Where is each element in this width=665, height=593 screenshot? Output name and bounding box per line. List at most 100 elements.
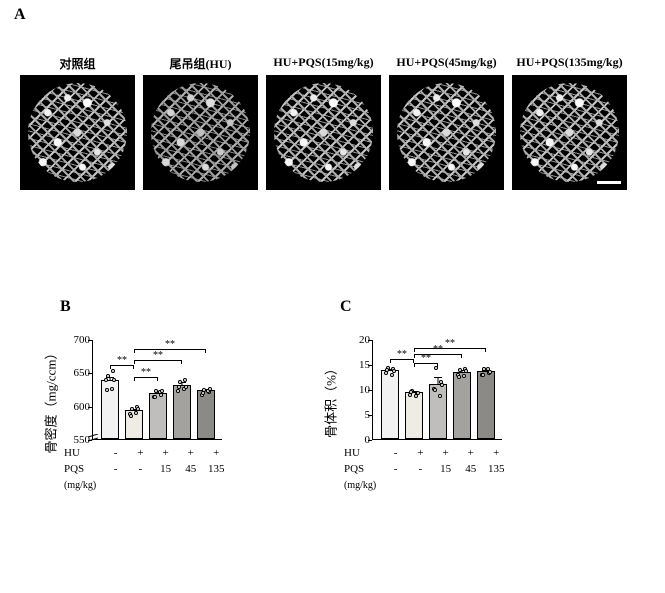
- x-category: -: [104, 462, 127, 476]
- x-category: -: [384, 446, 407, 460]
- scatter-point: [385, 368, 389, 372]
- x-category: +: [484, 446, 508, 460]
- x-category: -: [104, 446, 127, 460]
- chart-c: ********骨体积（%）05101520HU-++++PQS--154513…: [340, 330, 510, 470]
- y-tick-mark: [368, 365, 372, 366]
- x-category: 135: [204, 462, 228, 476]
- bar: [405, 392, 423, 439]
- panel-a-label: A: [14, 6, 26, 24]
- x-row-label: HU: [64, 446, 102, 460]
- x-axis-table: HU-++++PQS--1545135(mg/kg): [342, 444, 510, 494]
- scatter-point: [111, 369, 115, 373]
- ct-image-pqs15: [266, 75, 381, 190]
- scatter-point: [458, 368, 462, 372]
- x-category: +: [434, 446, 457, 460]
- significance-label: **: [117, 356, 127, 366]
- x-category: +: [459, 446, 482, 460]
- significance-label: **: [397, 350, 407, 360]
- chart-b: ********骨密度（mg/ccm）550600650700HU-++++PQ…: [60, 330, 230, 470]
- scatter-point: [462, 374, 466, 378]
- scatter-point: [178, 380, 182, 384]
- x-category: 45: [179, 462, 202, 476]
- x-row-label: PQS: [64, 462, 102, 476]
- scatter-point: [481, 373, 485, 377]
- significance-label: **: [445, 339, 455, 349]
- ct-image-hu: [143, 75, 258, 190]
- bar: [197, 390, 215, 439]
- x-category: 15: [434, 462, 457, 476]
- bar: [453, 372, 471, 439]
- scatter-point: [392, 369, 396, 373]
- x-category: +: [204, 446, 228, 460]
- significance-label: **: [141, 368, 151, 378]
- ct-label: 尾吊组(HU): [143, 55, 258, 72]
- ct-label: HU+PQS(45mg/kg): [389, 55, 504, 72]
- bar: [149, 393, 167, 439]
- significance-label: **: [433, 345, 443, 355]
- scatter-point: [433, 388, 437, 392]
- ct-image-pqs45: [389, 75, 504, 190]
- scatter-point: [201, 391, 205, 395]
- scatter-point: [488, 370, 492, 374]
- x-axis-table: HU-++++PQS--1545135(mg/kg): [62, 444, 230, 494]
- scatter-point: [440, 383, 444, 387]
- scatter-point: [184, 385, 188, 389]
- plot-area: ********: [372, 340, 502, 440]
- significance-label: **: [165, 340, 175, 350]
- y-tick-mark: [88, 373, 92, 374]
- x-category: +: [154, 446, 177, 460]
- bar: [173, 385, 191, 439]
- ct-image-control: [20, 75, 135, 190]
- scatter-point: [129, 414, 133, 418]
- x-category: 45: [459, 462, 482, 476]
- y-tick-mark: [368, 415, 372, 416]
- x-category: +: [409, 446, 432, 460]
- plot-area: ********: [92, 340, 222, 440]
- y-tick-mark: [368, 440, 372, 441]
- scatter-point: [136, 407, 140, 411]
- scatter-point: [112, 378, 116, 382]
- ct-label: HU+PQS(135mg/kg): [512, 55, 627, 72]
- x-row-label-unit: (mg/kg): [344, 478, 382, 492]
- y-axis-label: 骨体积（%）: [321, 362, 340, 438]
- panel-a-image-row: [20, 75, 627, 190]
- y-tick-mark: [88, 407, 92, 408]
- significance-label: **: [421, 354, 431, 364]
- scatter-point: [177, 385, 181, 389]
- x-row-label: HU: [344, 446, 382, 460]
- x-category: -: [384, 462, 407, 476]
- y-tick-mark: [88, 340, 92, 341]
- x-category: +: [179, 446, 202, 460]
- axis-break-icon: [88, 434, 98, 444]
- scatter-point: [105, 388, 109, 392]
- scale-bar: [597, 181, 621, 184]
- y-tick-mark: [368, 390, 372, 391]
- y-axis-label: 骨密度（mg/ccm）: [41, 347, 60, 454]
- x-category: 135: [484, 462, 508, 476]
- scatter-point: [183, 378, 187, 382]
- scatter-point: [457, 375, 461, 379]
- significance-label: **: [153, 351, 163, 361]
- scatter-point: [409, 390, 413, 394]
- scatter-point: [104, 378, 108, 382]
- bar: [429, 384, 447, 439]
- panel-b-label: B: [60, 298, 71, 316]
- x-row-label: PQS: [344, 462, 382, 476]
- scatter-point: [438, 394, 442, 398]
- x-row-label-unit: (mg/kg): [64, 478, 102, 492]
- scatter-point: [208, 387, 212, 391]
- x-category: -: [129, 462, 152, 476]
- ct-label: HU+PQS(15mg/kg): [266, 55, 381, 72]
- scatter-point: [464, 369, 468, 373]
- scatter-point: [390, 373, 394, 377]
- panel-a-label-row: 对照组 尾吊组(HU) HU+PQS(15mg/kg) HU+PQS(45mg/…: [20, 55, 627, 72]
- bar: [477, 371, 495, 439]
- ct-image-pqs135: [512, 75, 627, 190]
- error-cap: [434, 377, 442, 378]
- scatter-point: [416, 391, 420, 395]
- x-category: 15: [154, 462, 177, 476]
- panel-c-label: C: [340, 298, 352, 316]
- y-tick-mark: [368, 340, 372, 341]
- x-category: -: [409, 462, 432, 476]
- x-category: +: [129, 446, 152, 460]
